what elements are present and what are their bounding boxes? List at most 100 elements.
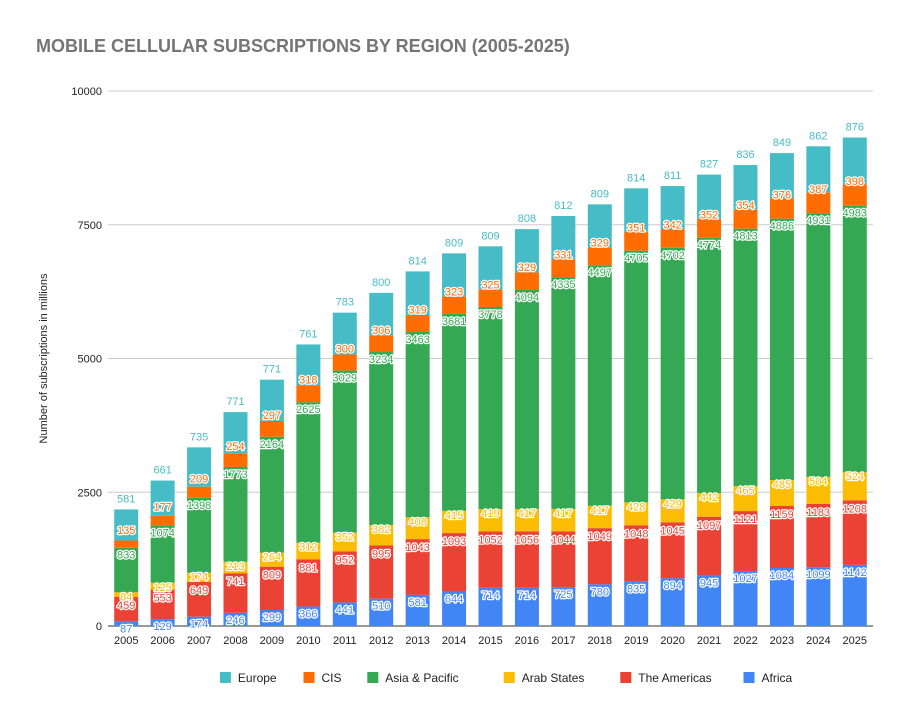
- bar-segment: [332, 312, 357, 355]
- bar-segment: [405, 594, 430, 626]
- data-label: 581: [408, 597, 426, 609]
- bar-segment: [150, 480, 175, 516]
- bar-segment: [369, 292, 394, 336]
- x-tick-label: 2024: [806, 635, 830, 647]
- bar-segment: [660, 499, 685, 523]
- bar-segment: [296, 402, 321, 543]
- bar-segment: [332, 532, 357, 552]
- data-label: 398: [846, 176, 864, 188]
- bar-segment: [551, 509, 576, 532]
- bar-segment: [332, 602, 357, 626]
- bar-segment: [259, 436, 284, 553]
- data-label: 4774: [697, 240, 721, 252]
- data-label: 428: [627, 501, 645, 513]
- bar-segment: [660, 229, 685, 248]
- bar-segment: [660, 247, 685, 500]
- bar-segment: [478, 289, 503, 307]
- data-label: 4497: [588, 267, 612, 279]
- data-label: 741: [226, 576, 244, 588]
- data-label: 1043: [405, 542, 429, 554]
- bar-segment: [660, 578, 685, 626]
- legend-swatch: [620, 672, 632, 683]
- bar-segment: [587, 584, 612, 626]
- data-label: 382: [372, 524, 390, 536]
- x-tick-label: 2007: [187, 635, 211, 647]
- data-label: 3778: [478, 309, 502, 321]
- data-label: 783: [336, 297, 354, 309]
- x-tick-label: 2008: [223, 635, 247, 647]
- bar-segment: [114, 547, 139, 593]
- data-label: 1056: [515, 534, 539, 546]
- data-label: 352: [700, 209, 718, 221]
- bar-segment: [514, 272, 539, 290]
- legend-label: Asia & Pacific: [385, 671, 458, 685]
- data-label: 3029: [333, 373, 357, 385]
- bar-segment: [405, 314, 430, 333]
- data-label: 735: [190, 431, 208, 443]
- legend-label: CIS: [322, 671, 342, 685]
- data-label: 881: [299, 562, 317, 574]
- data-label: 1097: [697, 520, 721, 532]
- bar-segment: [806, 146, 831, 193]
- bar-segment: [697, 493, 722, 517]
- data-label: 835: [627, 583, 645, 595]
- bar-segment: [624, 188, 649, 232]
- data-label: 812: [554, 200, 572, 212]
- data-label: 4931: [806, 215, 830, 227]
- data-label: 331: [554, 249, 572, 261]
- bar-segment: [405, 517, 430, 540]
- bar-segment: [551, 259, 576, 278]
- data-label: 4886: [770, 221, 794, 233]
- bar-segment: [733, 511, 758, 572]
- bars: [114, 137, 867, 626]
- data-label: 809: [481, 230, 499, 242]
- data-label: 135: [117, 525, 135, 537]
- x-tick-label: 2014: [442, 635, 466, 647]
- data-label: 4335: [551, 279, 575, 291]
- bar-segment: [259, 566, 284, 611]
- data-label: 524: [846, 471, 864, 483]
- data-label: 504: [809, 476, 827, 488]
- bar-segment: [806, 503, 831, 568]
- data-label: 800: [372, 277, 390, 289]
- data-label: 129: [153, 621, 171, 633]
- bar-segment: [624, 581, 649, 626]
- data-label: 1093: [442, 536, 466, 548]
- data-label: 174: [190, 619, 208, 631]
- legend-label: The Americas: [638, 671, 711, 685]
- data-label: 209: [190, 473, 208, 485]
- bar-segment: [551, 531, 576, 588]
- data-label: 264: [263, 552, 281, 564]
- data-label: 771: [226, 396, 244, 408]
- bar-segment: [624, 525, 649, 582]
- legend-swatch: [743, 672, 755, 683]
- data-label: 4983: [843, 208, 867, 220]
- data-label: 661: [153, 465, 171, 477]
- legend-label: Arab States: [522, 671, 585, 685]
- bar-segment: [478, 306, 503, 510]
- data-label: 213: [226, 561, 244, 573]
- data-label: 319: [408, 304, 426, 316]
- data-label: 952: [336, 554, 354, 566]
- bar-segment: [587, 247, 612, 266]
- data-label: 329: [591, 237, 609, 249]
- data-label: 827: [700, 159, 718, 171]
- data-label: 419: [481, 508, 499, 520]
- bar-segment: [187, 572, 212, 582]
- data-label: 1183: [807, 507, 831, 519]
- bar-segment: [223, 453, 248, 467]
- x-tick-label: 2005: [114, 635, 138, 647]
- data-label: 809: [263, 570, 281, 582]
- data-label: 809: [591, 188, 609, 200]
- x-tick-label: 2020: [660, 635, 684, 647]
- legend-swatch: [367, 672, 379, 683]
- data-label: 325: [481, 279, 499, 291]
- data-label: 814: [408, 255, 426, 267]
- bar-segment: [733, 209, 758, 229]
- data-label: 254: [226, 441, 244, 453]
- bar-segment: [442, 591, 467, 626]
- data-label: 387: [809, 184, 827, 196]
- bar-segment: [660, 522, 685, 579]
- data-label: 1074: [150, 527, 174, 539]
- x-tick-label: 2021: [697, 635, 721, 647]
